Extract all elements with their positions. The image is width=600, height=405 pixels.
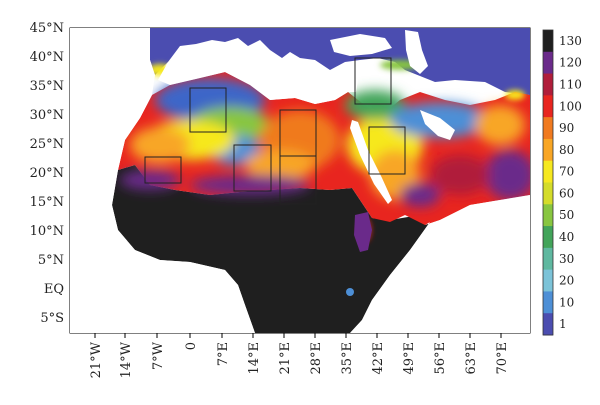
colorbar-frame bbox=[542, 29, 554, 336]
colorbar-swatch bbox=[543, 117, 553, 140]
lat-label: 15°N bbox=[30, 195, 64, 210]
colorbar-swatch bbox=[543, 51, 553, 75]
colorbar-label: 100 bbox=[559, 99, 582, 113]
colorbar-swatches bbox=[543, 30, 553, 336]
lon-label: 28°E bbox=[309, 342, 324, 375]
lon-label: 35°E bbox=[340, 342, 355, 375]
mediterranean-sea bbox=[158, 56, 358, 104]
colorbar-label: 60 bbox=[559, 186, 574, 200]
lon-label: 21°W bbox=[89, 341, 104, 378]
box-sahara-west bbox=[144, 156, 182, 184]
colorbar-swatch bbox=[543, 30, 553, 53]
box-sahel-central bbox=[279, 155, 317, 205]
colorbar-labels: 130 120 110 100 90 80 70 60 50 40 30 20 10 1 bbox=[559, 34, 582, 331]
colorbar-swatch bbox=[543, 204, 553, 227]
lat-label: 5°N bbox=[38, 253, 64, 268]
lat-label: 5°S bbox=[40, 311, 64, 326]
longitude-ticks bbox=[94, 333, 502, 338]
colorbar-label: 90 bbox=[559, 121, 574, 135]
colorbar-swatch bbox=[543, 160, 553, 183]
colorbar-swatch bbox=[543, 226, 553, 249]
europe-land bbox=[150, 28, 530, 95]
lat-label: 20°N bbox=[30, 166, 64, 181]
lake-victoria bbox=[346, 288, 354, 296]
colorbar-label: 20 bbox=[559, 274, 574, 288]
lat-label: 45°N bbox=[30, 21, 64, 36]
colorbar-label: 80 bbox=[559, 143, 574, 157]
colorbar-label: 120 bbox=[559, 56, 582, 70]
colorbar-label: 10 bbox=[559, 295, 574, 309]
colorbar-label: 30 bbox=[559, 252, 574, 266]
lat-label: 35°N bbox=[30, 79, 64, 94]
lat-label: EQ bbox=[44, 282, 64, 297]
lon-label: 42°E bbox=[371, 342, 386, 375]
latitude-labels: 45°N 40°N 35°N 30°N 25°N 20°N 15°N 10°N … bbox=[30, 21, 64, 326]
colorbar-label: 1 bbox=[559, 317, 567, 331]
colorbar-swatch bbox=[543, 291, 553, 314]
longitude-labels: 21°W 14°W 7°W 0 7°E 14°E 21°E 28°E 35°E … bbox=[89, 341, 510, 378]
lon-label: 14°E bbox=[247, 342, 262, 375]
caspian-sea bbox=[405, 30, 428, 74]
lon-label: 7°E bbox=[216, 342, 231, 366]
persian-gulf bbox=[420, 110, 455, 140]
map-field bbox=[70, 28, 530, 333]
lon-label: 56°E bbox=[433, 342, 448, 375]
colorbar-label: 110 bbox=[559, 77, 582, 91]
lon-label: 14°W bbox=[119, 341, 134, 378]
lon-label: 21°E bbox=[278, 342, 293, 375]
ethiopia-patch bbox=[354, 212, 372, 252]
box-levant bbox=[354, 57, 392, 105]
colorbar-label: 40 bbox=[559, 230, 574, 244]
colorbar-label: 50 bbox=[559, 208, 574, 222]
colorbar-swatch bbox=[543, 313, 553, 336]
colorbar-swatch bbox=[543, 182, 553, 205]
lat-label: 30°N bbox=[30, 108, 64, 123]
colorbar-label: 70 bbox=[559, 165, 574, 179]
lon-label: 49°E bbox=[402, 342, 417, 375]
lat-label: 40°N bbox=[30, 50, 64, 65]
box-arabia-west bbox=[368, 126, 406, 175]
colorbar-swatch bbox=[543, 269, 553, 292]
colorbar-label: 130 bbox=[559, 34, 582, 48]
red-sea bbox=[350, 120, 392, 204]
lon-label: 70°E bbox=[495, 342, 510, 375]
lat-label: 25°N bbox=[30, 137, 64, 152]
colorbar-swatch bbox=[543, 247, 553, 271]
indian-ocean bbox=[350, 195, 530, 333]
colorbar-swatch bbox=[543, 95, 553, 118]
colorbar: 130 120 110 100 90 80 70 60 50 40 30 20 10 1 bbox=[542, 29, 582, 336]
black-sea bbox=[330, 34, 392, 56]
atlantic-ocean bbox=[70, 28, 255, 333]
lon-label: 63°E bbox=[464, 342, 479, 375]
lon-label: 0 bbox=[184, 342, 199, 350]
colorbar-swatch bbox=[543, 138, 553, 162]
lon-label: 7°W bbox=[151, 341, 166, 370]
colorbar-swatch bbox=[543, 73, 553, 96]
box-atlas bbox=[189, 87, 227, 133]
lat-label: 10°N bbox=[30, 224, 64, 239]
box-libya-south bbox=[233, 144, 272, 192]
